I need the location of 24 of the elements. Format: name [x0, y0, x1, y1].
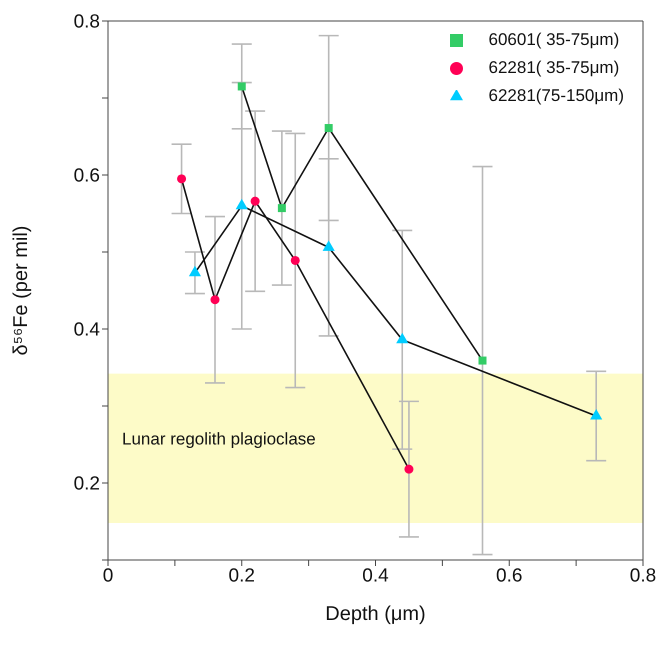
- band-label: Lunar regolith plagioclase: [122, 429, 316, 448]
- x-axis-title: Depth (μm): [325, 603, 426, 625]
- y-tick-label: 0.4: [74, 320, 100, 341]
- point: [324, 124, 333, 132]
- y-tick-label: 0.8: [74, 12, 100, 33]
- legend-label: 62281( 35-75μm): [488, 58, 620, 77]
- point: [478, 356, 486, 365]
- x-tick-label: 0.8: [630, 565, 656, 586]
- x-tick-label: 0.6: [496, 565, 522, 586]
- legend-label: 62281(75-150μm): [488, 86, 624, 105]
- x-tick-label: 0: [102, 565, 114, 586]
- point: [177, 174, 186, 184]
- y-tick-label: 0.2: [74, 474, 100, 495]
- y-tick-label: 0.6: [74, 166, 100, 187]
- x-tick-label: 0.2: [228, 565, 255, 586]
- point: [278, 204, 286, 212]
- x-tick-label: 0.4: [362, 565, 390, 586]
- point: [210, 295, 220, 304]
- legend-label: 60601( 35-75μm): [488, 30, 620, 49]
- point: [238, 82, 246, 90]
- point: [404, 464, 414, 474]
- y-axis-title: δ⁵⁶Fe (per mil): [10, 226, 32, 356]
- point: [250, 196, 260, 206]
- point: [290, 256, 300, 265]
